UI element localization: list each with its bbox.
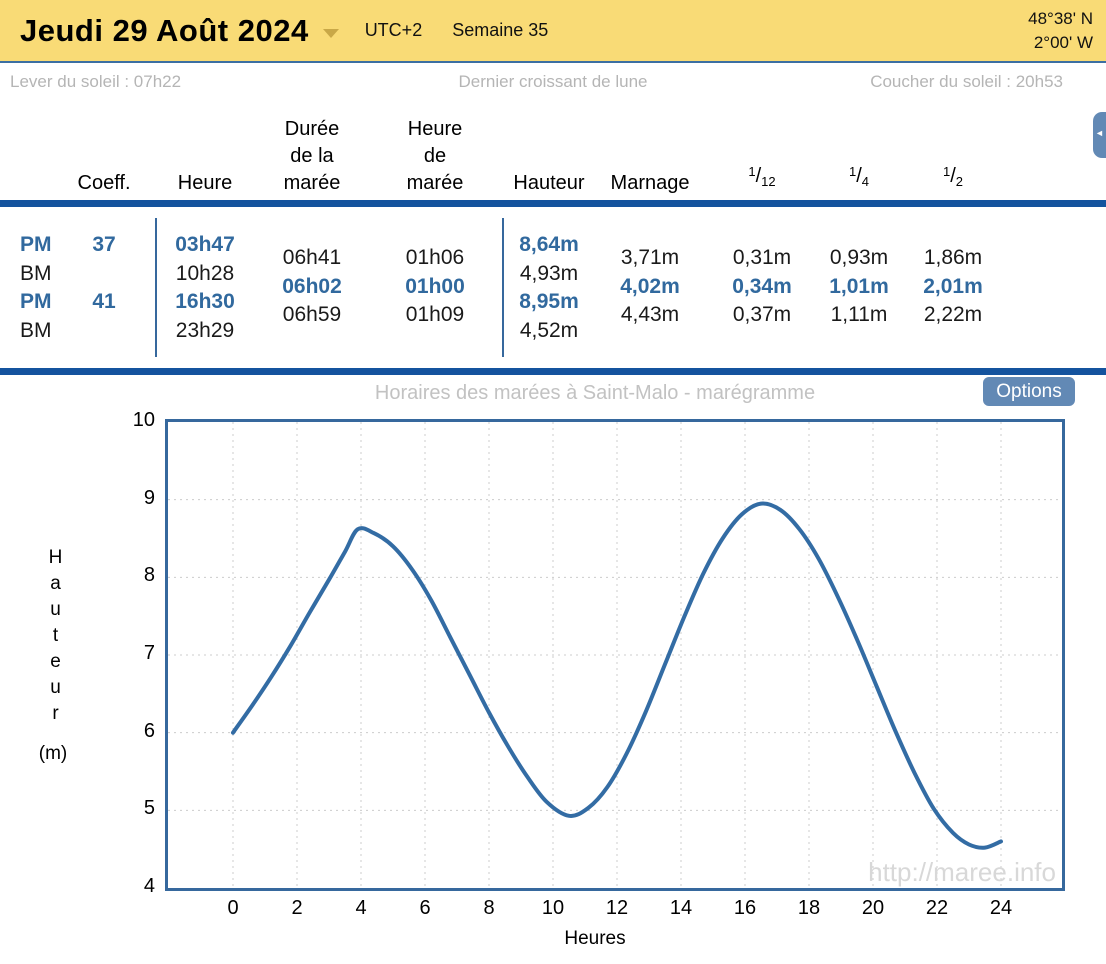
tide-row-pm-16h30: PM 41 16h30 8,95m	[0, 288, 1106, 316]
date-header: Jeudi 29 Août 2024 UTC+2 Semaine 35 48°3…	[0, 0, 1106, 63]
tide-twelfth: 0,31m	[732, 246, 792, 269]
tide-type: BM	[20, 261, 52, 285]
y-tick-label: 4	[143, 875, 155, 897]
column-divider	[155, 218, 157, 357]
col-header-coeff: Coeff.	[77, 172, 131, 194]
x-tick-label: 24	[989, 897, 1013, 919]
y-axis-label: Hauteur	[45, 547, 66, 729]
tide-marnage: 3,71m	[620, 246, 680, 269]
y-tick-label: 10	[132, 409, 155, 431]
tide-curve	[231, 501, 1003, 850]
tide-duration: 06h02	[282, 275, 342, 298]
col-header-hauteur: Hauteur	[513, 172, 585, 194]
options-button[interactable]: Options	[983, 377, 1075, 406]
tide-marnage: 4,02m	[620, 275, 680, 298]
tide-height: 4,52m	[519, 318, 579, 342]
sun-moon-row: Lever du soleil : 07h22 Dernier croissan…	[0, 63, 1106, 100]
tide-mid-time: 01h06	[405, 246, 465, 269]
latitude-value: 48°38' N	[1028, 9, 1093, 28]
moon-phase-label: Dernier croissant de lune	[458, 72, 648, 91]
x-tick-label: 20	[861, 897, 885, 919]
tide-time: 16h30	[175, 290, 235, 313]
tide-duration: 06h59	[282, 303, 342, 326]
col-header-heure: Heure	[177, 172, 233, 194]
date-selector[interactable]: Jeudi 29 Août 2024	[20, 13, 339, 49]
sunset-label: Coucher du soleil : 20h53	[870, 72, 1063, 91]
collapse-panel-tab[interactable]: ◄	[1093, 112, 1106, 158]
col-header-heure-maree: Heure de marée	[406, 118, 464, 194]
tide-mid-time: 01h09	[405, 303, 465, 326]
col-header-one-quarter: 1/4	[848, 164, 870, 189]
x-tick-label: 0	[227, 897, 239, 919]
tide-row-bm-23h29: BM 23h29 4,52m	[0, 317, 1106, 345]
tide-mid-time: 01h00	[405, 275, 465, 298]
chevron-down-icon	[322, 29, 339, 38]
col-header-marnage: Marnage	[610, 172, 690, 194]
y-tick-label: 8	[143, 564, 155, 587]
tide-height: 8,64m	[519, 233, 579, 256]
tide-half: 1,86m	[923, 246, 983, 269]
chart-title: Horaires des marées à Saint-Malo - marég…	[374, 382, 816, 404]
y-tick-label: 5	[143, 797, 155, 820]
column-divider	[502, 218, 504, 357]
y-tick-label: 7	[143, 642, 155, 664]
tide-type: BM	[20, 318, 52, 342]
tide-time: 10h28	[175, 261, 235, 285]
x-axis-label: Heures	[564, 928, 626, 949]
tide-coeff: 41	[92, 290, 116, 313]
tide-type: PM	[20, 233, 52, 256]
x-tick-label: 14	[669, 897, 693, 919]
tide-height: 8,95m	[519, 290, 579, 313]
tide-time: 03h47	[175, 233, 235, 256]
tide-duration: 06h41	[282, 246, 342, 269]
tide-quarter: 0,93m	[829, 246, 889, 269]
tide-height: 4,93m	[519, 261, 579, 285]
watermark: http://maree.info	[868, 857, 1056, 887]
tide-between-row: 06h41 01h06 3,71m 0,31m 0,93m 1,86m	[0, 244, 1106, 272]
tide-quarter: 1,11m	[830, 303, 888, 326]
x-tick-label: 4	[355, 897, 367, 919]
x-tick-label: 12	[605, 897, 629, 919]
tide-twelfth: 0,34m	[732, 275, 792, 298]
plot-area: http://maree.info	[165, 419, 1065, 891]
tide-type: PM	[20, 290, 52, 313]
y-tick-label: 6	[143, 719, 155, 742]
x-tick-label: 22	[925, 897, 949, 919]
longitude-value: 2°00' W	[1033, 33, 1093, 52]
y-tick-label: 9	[143, 486, 155, 509]
x-tick-label: 2	[291, 897, 303, 919]
tide-table-body: PM 37 03h47 8,64m BM 10h28 4,93m PM 41 16h30 8,95m…	[0, 207, 1106, 368]
tide-row-bm-10h28: BM 10h28 4,93m	[0, 260, 1106, 288]
x-tick-label: 8	[483, 897, 495, 919]
tide-table-header: Coeff. Heure Durée de la marée Heure de …	[0, 100, 1106, 207]
tide-row-pm-03h47: PM 37 03h47 8,64m	[0, 231, 1106, 259]
table-top-divider	[0, 200, 1106, 207]
tide-curve-svg	[168, 422, 1062, 888]
page-title-date: Jeudi 29 Août 2024	[20, 12, 309, 48]
chevron-left-icon: ◄	[1095, 128, 1104, 138]
tide-half: 2,22m	[923, 303, 983, 326]
tide-time: 23h29	[175, 318, 235, 342]
col-header-duree: Durée de la marée	[283, 118, 341, 194]
tide-coeff: 37	[92, 233, 116, 256]
tide-quarter: 1,01m	[829, 275, 889, 298]
week-label: Semaine 35	[452, 20, 549, 40]
tide-half: 2,01m	[923, 275, 983, 298]
table-bottom-divider	[0, 368, 1106, 375]
col-header-one-twelfth: 1/12	[748, 164, 776, 189]
y-axis-unit: (m)	[38, 743, 68, 764]
tide-twelfth: 0,37m	[732, 303, 792, 326]
tide-between-row: 06h02 01h00 4,02m 0,34m 1,01m 2,01m	[0, 273, 1106, 301]
coordinates: 48°38' N 2°00' W	[1028, 7, 1093, 55]
col-header-one-half: 1/2	[942, 164, 964, 189]
x-tick-label: 6	[419, 897, 431, 919]
x-tick-label: 18	[797, 897, 821, 919]
x-tick-label: 10	[541, 897, 565, 919]
tide-between-row: 06h59 01h09 4,43m 0,37m 1,11m 2,22m	[0, 301, 1106, 329]
x-tick-label: 16	[733, 897, 757, 919]
tide-chart-section: Horaires des marées à Saint-Malo - marég…	[0, 375, 1106, 964]
sunrise-label: Lever du soleil : 07h22	[10, 72, 182, 91]
tide-marnage: 4,43m	[620, 303, 680, 326]
timezone-label: UTC+2	[364, 20, 423, 40]
